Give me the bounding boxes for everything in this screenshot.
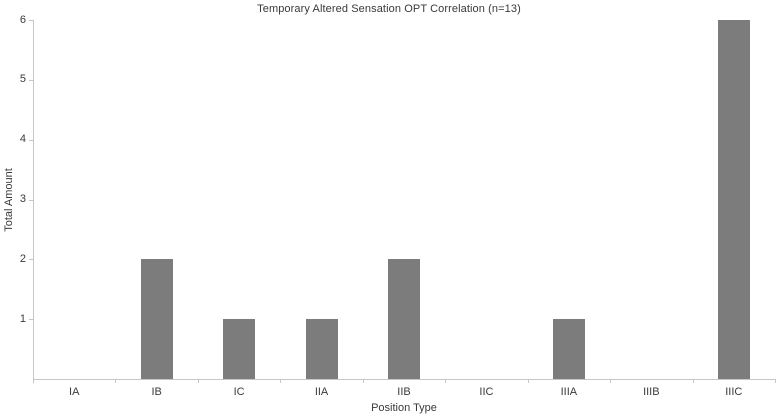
x-tick-label: IB xyxy=(151,386,162,398)
y-tick-mark xyxy=(29,139,33,141)
y-tick-label: 2 xyxy=(19,252,26,265)
x-tick-label: IIA xyxy=(314,386,329,398)
x-tick-mark xyxy=(445,380,447,383)
x-tick-label: IA xyxy=(69,386,80,398)
chart-title: Temporary Altered Sensation OPT Correlat… xyxy=(257,3,521,15)
x-tick-mark xyxy=(197,380,199,383)
bar-iib xyxy=(388,259,420,379)
x-axis-label: Position Type xyxy=(371,402,437,414)
bar-ib xyxy=(140,259,173,379)
y-tick-label: 6 xyxy=(19,13,26,26)
bar-ic xyxy=(223,319,256,379)
x-tick-label: IIB xyxy=(397,386,411,398)
plot-area xyxy=(33,20,776,380)
x-tick-label: IIIA xyxy=(560,386,578,398)
x-tick-mark xyxy=(362,380,364,383)
x-tick-mark xyxy=(33,380,34,383)
y-tick-label: 4 xyxy=(19,133,26,146)
y-tick-mark xyxy=(29,79,33,81)
bar-iiic xyxy=(717,20,750,379)
y-tick-mark xyxy=(29,319,33,321)
x-tick-label: IC xyxy=(233,386,245,398)
bar-iia xyxy=(305,319,338,379)
x-tick-mark xyxy=(610,380,612,383)
y-tick-label: 1 xyxy=(19,312,26,325)
y-tick-mark xyxy=(29,199,33,201)
x-tick-mark xyxy=(527,380,529,383)
x-tick-label: IIC xyxy=(479,386,494,398)
y-tick-mark xyxy=(29,20,33,21)
bar-iiia xyxy=(552,319,585,379)
y-tick-label: 5 xyxy=(19,73,26,86)
y-tick-label: 3 xyxy=(19,193,26,205)
x-tick-mark xyxy=(692,380,694,383)
x-tick-mark xyxy=(775,380,776,383)
y-tick-mark xyxy=(29,259,33,261)
x-tick-label: IIIB xyxy=(643,386,660,398)
x-tick-label: IIIC xyxy=(725,386,743,398)
x-tick-mark xyxy=(280,380,282,383)
x-tick-mark xyxy=(115,380,117,383)
